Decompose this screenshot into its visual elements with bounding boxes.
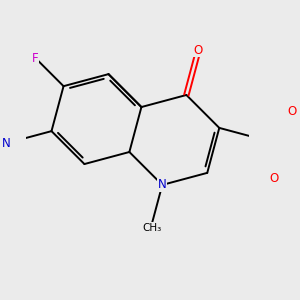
Text: O: O	[270, 172, 279, 185]
Text: O: O	[194, 44, 203, 56]
Text: N: N	[2, 137, 11, 150]
Text: N: N	[158, 178, 167, 191]
Text: CH₃: CH₃	[142, 223, 162, 232]
Text: F: F	[32, 52, 39, 65]
Text: O: O	[288, 106, 297, 118]
